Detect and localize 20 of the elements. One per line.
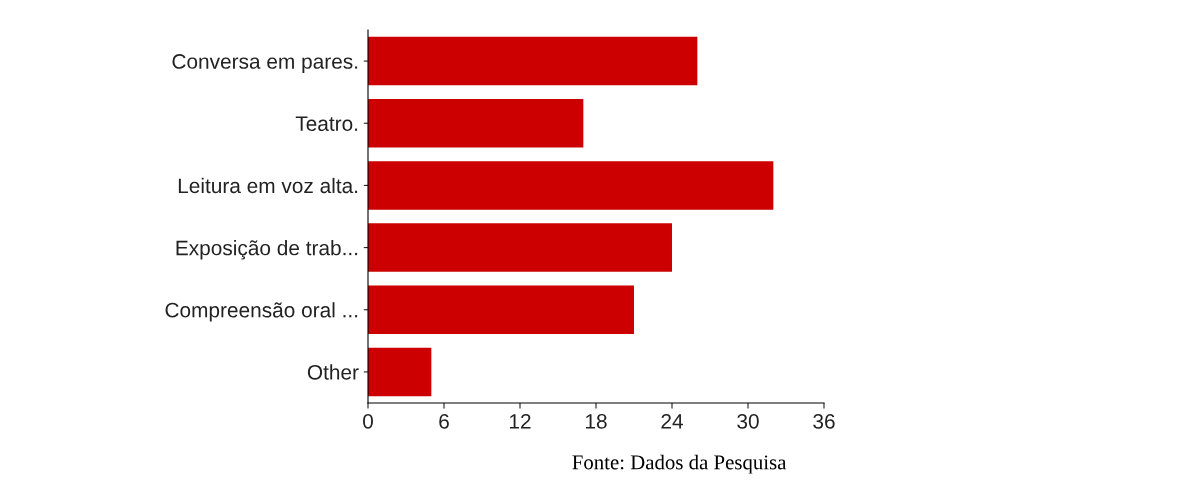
y-tick-label: Teatro. bbox=[295, 116, 358, 131]
x-tick-label: 12 bbox=[510, 413, 531, 429]
x-tick-label: 18 bbox=[586, 413, 607, 429]
y-tick-label: Compreensão oral ... bbox=[165, 302, 358, 322]
x-tick-label: 30 bbox=[737, 413, 759, 429]
y-tick-label: Other bbox=[307, 364, 359, 380]
x-tick-label: 36 bbox=[813, 413, 835, 429]
y-tick-label: Exposição de trab... bbox=[176, 240, 358, 260]
bar bbox=[368, 161, 774, 210]
bar bbox=[368, 36, 698, 86]
bar bbox=[368, 223, 672, 272]
x-tick-label: 0 bbox=[363, 413, 373, 429]
y-tick-label: Leitura em voz alta. bbox=[178, 177, 358, 194]
y-tick-label: Conversa em pares. bbox=[172, 54, 358, 73]
source-note: Fonte: Dados da Pesquisa bbox=[572, 454, 787, 474]
x-tick-label: 6 bbox=[439, 413, 449, 429]
bar bbox=[368, 347, 432, 397]
x-tick-label: 24 bbox=[661, 413, 683, 429]
bar bbox=[368, 285, 634, 334]
bar bbox=[368, 99, 584, 148]
